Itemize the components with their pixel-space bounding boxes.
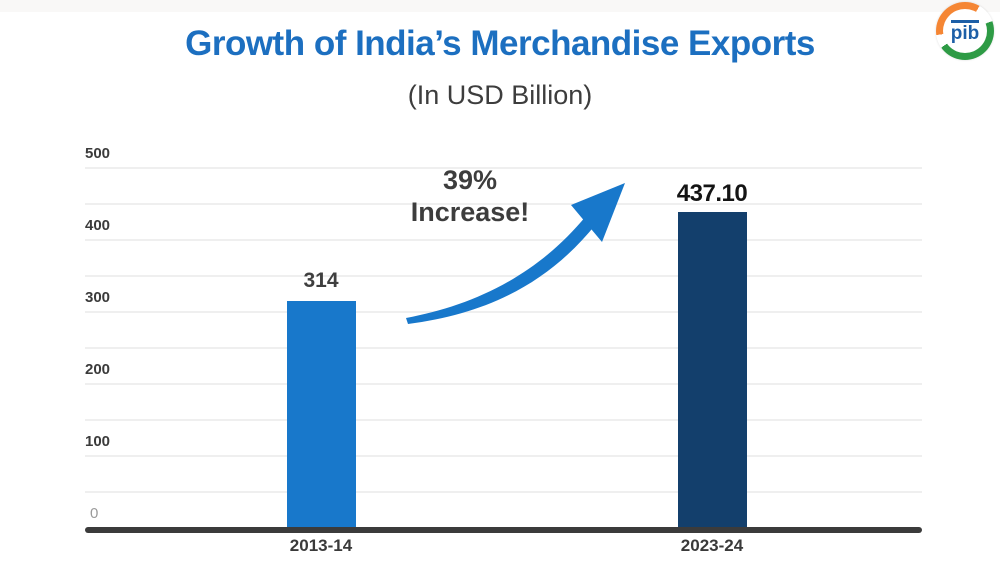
y-tick-label: 100	[85, 433, 111, 450]
gridline	[85, 347, 922, 349]
increase-annotation-line1: 39%	[442, 165, 498, 195]
increase-annotation-line2: Increase!	[410, 197, 530, 227]
gridline	[85, 203, 922, 205]
y-tick-label: 500	[85, 145, 111, 162]
x-tick-label: 2023-24	[680, 536, 744, 555]
gridline	[85, 275, 922, 277]
page-title: Growth of India’s Merchandise Exports	[185, 24, 815, 63]
y-tick-label: 0	[90, 505, 99, 522]
gridline	[85, 491, 922, 493]
bar-2023-24	[677, 212, 747, 527]
top-strip	[0, 0, 1000, 12]
y-tick-label: 300	[85, 289, 111, 306]
y-tick-label: 200	[85, 361, 111, 378]
y-tick-label: 400	[85, 217, 111, 234]
pib-logo-text: pib	[950, 19, 980, 43]
gridline	[85, 239, 922, 241]
gridline	[85, 455, 922, 457]
bar-value-label: 314	[303, 268, 339, 292]
bar-value-label: 437.10	[676, 180, 748, 208]
bar-2013-14	[286, 300, 356, 527]
page-subtitle: (In USD Billion)	[407, 80, 593, 110]
gridline	[85, 419, 922, 421]
pib-logo: pib	[936, 2, 994, 60]
growth-arrow-shaft	[406, 216, 596, 324]
x-tick-label: 2013-14	[289, 536, 353, 555]
increase-annotation: 39% Increase!	[360, 164, 580, 228]
gridline	[85, 311, 922, 313]
gridline	[85, 167, 922, 169]
gridline	[85, 383, 922, 385]
pib-logo-inner-circle: pib	[943, 9, 987, 53]
x-axis-line	[85, 527, 922, 533]
